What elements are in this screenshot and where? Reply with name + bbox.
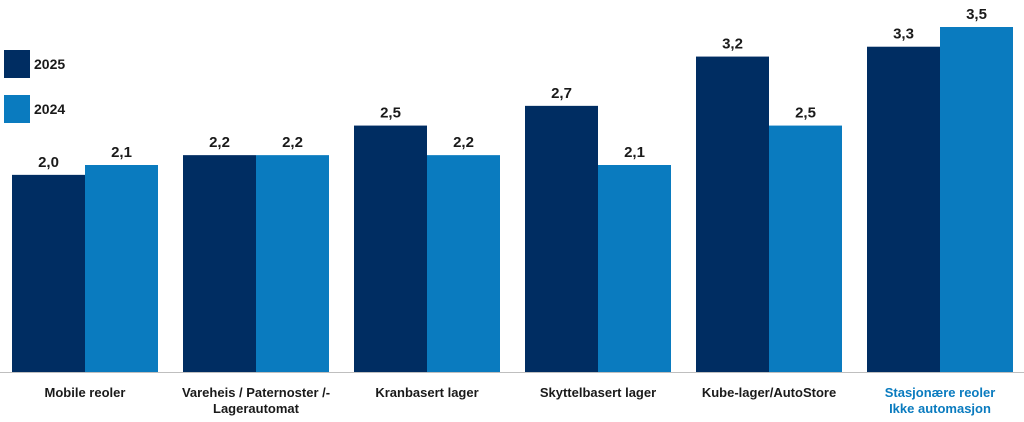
data-label-2025-2: 2,5 <box>380 105 401 122</box>
bar-2024-0 <box>85 165 158 372</box>
category-label-0: Mobile reoler <box>45 385 126 400</box>
bar-2025-2 <box>354 125 427 372</box>
legend-swatch-2024 <box>4 95 30 123</box>
bar-2025-5 <box>867 46 940 372</box>
bar-2024-5 <box>940 27 1013 372</box>
legend-swatch-2025 <box>4 50 30 78</box>
category-label-2: Kranbasert lager <box>375 385 478 400</box>
data-label-2024-3: 2,1 <box>624 144 645 161</box>
bar-2025-1 <box>183 155 256 372</box>
data-label-2025-4: 3,2 <box>722 36 743 53</box>
data-label-2024-1: 2,2 <box>282 134 303 151</box>
data-label-2025-3: 2,7 <box>551 85 572 102</box>
category-label-3: Skyttelbasert lager <box>540 385 656 400</box>
bar-2024-4 <box>769 125 842 372</box>
data-label-2025-0: 2,0 <box>38 154 59 171</box>
data-label-2024-4: 2,5 <box>795 105 816 122</box>
data-label-2024-5: 3,5 <box>966 6 987 23</box>
category-label-5-line0: Stasjonære reoler <box>885 385 996 400</box>
bar-2025-0 <box>12 174 85 372</box>
bar-2024-2 <box>427 155 500 372</box>
bar-2024-1 <box>256 155 329 372</box>
category-label-1-line0: Vareheis / Paternoster /- <box>182 385 330 400</box>
category-label-1-line1: Lagerautomat <box>213 401 300 416</box>
data-label-2025-5: 3,3 <box>893 26 914 43</box>
bar-2024-3 <box>598 165 671 372</box>
data-label-2024-0: 2,1 <box>111 144 132 161</box>
legend-label-2024: 2024 <box>34 101 65 117</box>
category-label-4: Kube-lager/AutoStore <box>702 385 836 400</box>
bar-2025-4 <box>696 56 769 372</box>
data-label-2024-2: 2,2 <box>453 134 474 151</box>
data-label-2025-1: 2,2 <box>209 134 230 151</box>
category-label-5-line1: Ikke automasjon <box>889 401 991 416</box>
bar-2025-3 <box>525 105 598 372</box>
legend-label-2025: 2025 <box>34 56 65 72</box>
